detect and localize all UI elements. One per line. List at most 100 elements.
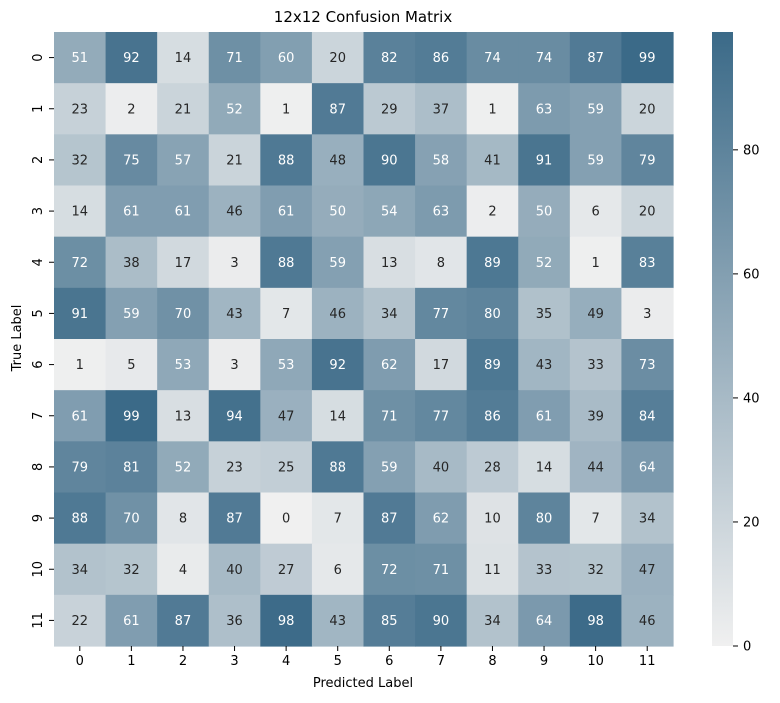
- heatmap-cell: [260, 287, 313, 340]
- heatmap-cell: [466, 287, 519, 340]
- heatmap-cell: [157, 287, 210, 340]
- heatmap-cell: [54, 236, 107, 289]
- colorbar-tick-label: 40: [743, 391, 760, 406]
- heatmap-cell: [157, 32, 210, 84]
- cell-value-label: 75: [123, 153, 140, 168]
- heatmap-cell: [260, 390, 313, 442]
- cell-value-label: 20: [329, 51, 346, 66]
- cell-value-label: 3: [230, 358, 238, 373]
- cell-value-label: 11: [484, 563, 501, 578]
- heatmap-cell: [569, 594, 623, 647]
- heatmap-cell: [311, 134, 365, 187]
- cell-value-label: 6: [334, 563, 342, 578]
- cell-value-label: 14: [329, 409, 346, 424]
- cell-value-label: 7: [334, 512, 342, 527]
- cell-value-label: 29: [381, 102, 398, 117]
- cell-value-label: 59: [587, 153, 604, 168]
- heatmap-cell: [260, 543, 313, 596]
- heatmap-cell: [621, 236, 674, 289]
- heatmap-cell: [54, 492, 107, 545]
- heatmap-cell: [415, 492, 468, 545]
- heatmap-cell: [54, 32, 107, 84]
- heatmap-cell: [105, 492, 158, 545]
- heatmap-cell: [260, 492, 313, 545]
- cell-value-label: 64: [536, 614, 553, 629]
- cell-value-label: 59: [587, 102, 604, 117]
- cell-value-label: 43: [329, 614, 346, 629]
- cell-value-label: 50: [329, 205, 346, 220]
- cell-value-label: 52: [226, 102, 243, 117]
- heatmap-cell: [621, 339, 674, 391]
- heatmap-cell: [311, 32, 365, 84]
- colorbar-ticks: 0 20 40 60 80: [733, 143, 760, 655]
- cell-value-label: 86: [433, 51, 450, 66]
- cell-value-label: 44: [587, 460, 604, 475]
- heatmap-cell: [569, 32, 623, 84]
- cell-value-label: 89: [484, 256, 501, 271]
- heatmap-cell: [466, 441, 519, 494]
- heatmap-cell: [415, 339, 468, 391]
- heatmap-cell: [363, 339, 416, 391]
- heatmap-cell: [621, 287, 674, 340]
- cell-value-label: 48: [329, 153, 346, 168]
- cell-value-label: 21: [175, 102, 192, 117]
- heatmap-cell: [518, 339, 571, 391]
- cell-value-label: 33: [536, 563, 553, 578]
- heatmap-cell: [157, 339, 210, 391]
- cell-value-label: 64: [639, 460, 656, 475]
- heatmap-cell: [260, 594, 313, 647]
- cell-value-label: 87: [329, 102, 346, 117]
- heatmap-cell: [621, 441, 674, 494]
- cell-value-label: 35: [536, 307, 553, 322]
- heatmap-cell: [311, 543, 365, 596]
- heatmap-cell: [54, 441, 107, 494]
- heatmap-cell: [54, 185, 107, 238]
- heatmap-cell: [105, 390, 158, 442]
- cell-value-label: 61: [536, 409, 553, 424]
- heatmap-cell: [518, 236, 571, 289]
- x-axis-label: Predicted Label: [313, 676, 413, 691]
- cell-value-label: 98: [587, 614, 604, 629]
- cell-value-label: 88: [278, 256, 295, 271]
- cell-value-label: 62: [433, 512, 450, 527]
- cell-value-label: 61: [72, 409, 89, 424]
- cell-value-label: 43: [226, 307, 243, 322]
- heatmap-cell: [208, 441, 261, 494]
- heatmap-cell: [157, 543, 210, 596]
- heatmap-cell: [569, 441, 623, 494]
- cell-value-label: 32: [72, 153, 89, 168]
- heatmap-cell: [415, 287, 468, 340]
- heatmap-cell: [260, 134, 313, 187]
- cell-value-label: 99: [639, 51, 656, 66]
- cell-value-label: 74: [484, 51, 501, 66]
- cell-value-label: 80: [536, 512, 553, 527]
- cell-value-label: 61: [123, 205, 140, 220]
- cell-value-label: 91: [72, 307, 89, 322]
- heatmap-cell: [311, 287, 365, 340]
- cell-value-label: 71: [381, 409, 398, 424]
- cell-value-label: 1: [591, 256, 599, 271]
- y-tick-label: 4: [31, 258, 46, 266]
- cell-value-label: 62: [381, 358, 398, 373]
- heatmap-cell: [621, 32, 674, 84]
- cell-value-label: 77: [433, 409, 450, 424]
- cell-value-label: 7: [282, 307, 290, 322]
- cell-value-label: 34: [381, 307, 398, 322]
- cell-value-label: 8: [179, 512, 187, 527]
- heatmap-cell: [466, 492, 519, 545]
- heatmap-cell: [569, 287, 623, 340]
- heatmap-cell: [260, 83, 313, 135]
- cell-value-label: 61: [278, 205, 295, 220]
- cell-value-label: 77: [433, 307, 450, 322]
- heatmap-cell: [157, 83, 210, 135]
- heatmap-cell: [569, 185, 623, 238]
- cell-value-label: 87: [175, 614, 192, 629]
- heatmap-cell: [105, 287, 158, 340]
- heatmap-cell: [311, 185, 365, 238]
- cell-value-label: 73: [639, 358, 656, 373]
- heatmap-cell: [621, 390, 674, 442]
- x-tick-label: 10: [587, 654, 604, 669]
- heatmap-cell: [157, 134, 210, 187]
- heatmap-cell: [415, 134, 468, 187]
- heatmap-cell: [54, 543, 107, 596]
